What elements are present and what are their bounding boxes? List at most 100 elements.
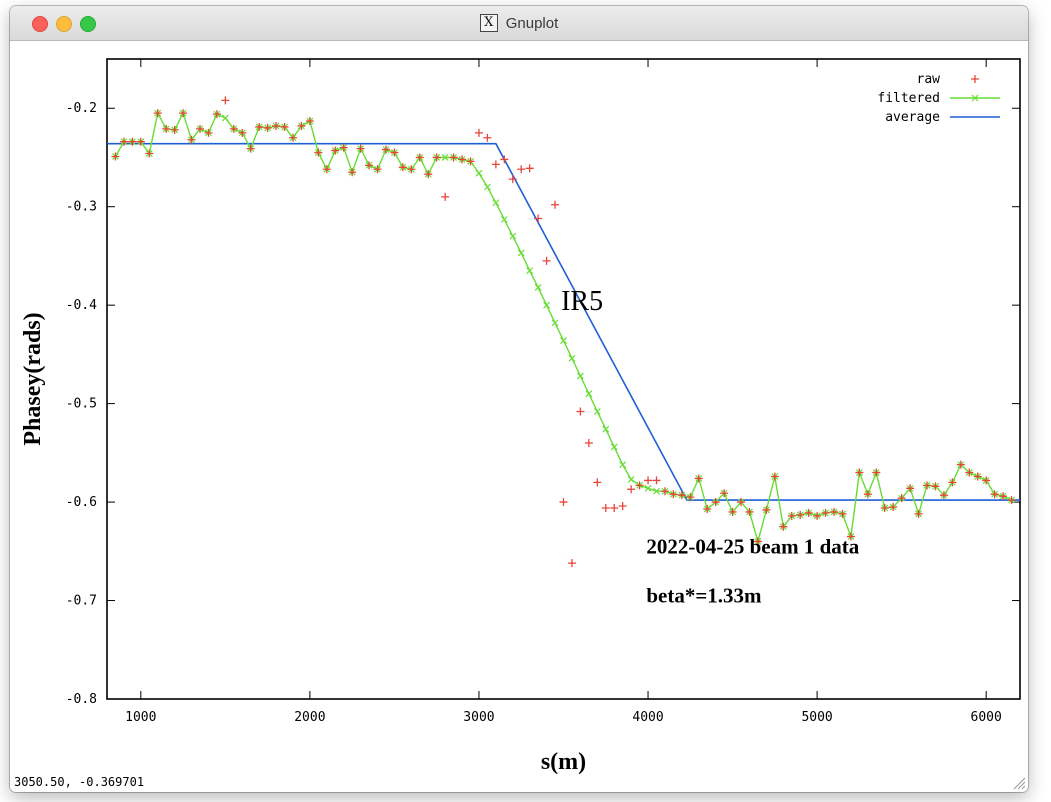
raw-point [542, 256, 551, 265]
raw-point [221, 96, 230, 105]
raw-point [297, 121, 306, 130]
filtered-point [475, 169, 483, 177]
filtered-point [619, 461, 627, 469]
legend-label: filtered [877, 91, 940, 106]
filtered-point [551, 319, 559, 327]
raw-point [728, 507, 737, 516]
raw-point [517, 165, 526, 174]
raw-point [644, 476, 653, 485]
raw-point [737, 498, 746, 507]
window-title: Gnuplot [505, 14, 559, 32]
window-title-wrap: X Gnuplot [10, 6, 1028, 40]
raw-point [170, 125, 179, 134]
raw-point [593, 478, 602, 487]
raw-point [787, 511, 796, 520]
close-button[interactable] [32, 16, 48, 32]
raw-point [398, 163, 407, 172]
raw-point [990, 490, 999, 499]
raw-point [686, 493, 695, 502]
filtered-point [627, 476, 635, 483]
filtered-point [441, 154, 449, 161]
annotation-text: IR5 [561, 286, 603, 317]
x-tick-label: 2000 [294, 710, 325, 725]
raw-point [322, 165, 331, 174]
filtered-point [517, 249, 525, 257]
raw-point [365, 161, 374, 170]
raw-point [483, 133, 492, 142]
x-tick-label: 5000 [801, 710, 832, 725]
raw-point [559, 498, 568, 507]
filtered-point [560, 337, 567, 345]
cursor-coordinates: 3050.50, -0.369701 [14, 775, 145, 789]
maximize-button[interactable] [80, 16, 96, 32]
raw-point [906, 484, 915, 493]
raw-point [145, 149, 154, 158]
raw-point [356, 144, 365, 153]
plot-area[interactable]: 1000 2000 3000 4000 5000 6000 -0.8 -0.7 -0.6 -0.5… [10, 41, 1028, 792]
raw-point [939, 491, 948, 500]
minimize-button[interactable] [56, 16, 72, 32]
raw-point [551, 200, 560, 209]
y-tick-label: -0.7 [66, 594, 97, 609]
raw-point [584, 439, 593, 447]
legend-swatch-filtered-marker [971, 94, 979, 102]
raw-point [432, 153, 441, 162]
title-bar[interactable]: X Gnuplot [10, 6, 1028, 41]
raw-point [179, 109, 188, 118]
raw-point [508, 175, 517, 184]
raw-point [567, 559, 576, 568]
raw-point [500, 155, 509, 164]
raw-point [872, 468, 881, 477]
phase-chart[interactable]: 1000 2000 3000 4000 5000 6000 -0.8 -0.7 -0.6 -0.5… [10, 41, 1028, 792]
filtered-point [526, 267, 534, 275]
x-tick-label: 4000 [632, 710, 663, 725]
raw-point [525, 164, 534, 173]
raw-point [305, 117, 314, 126]
y-tick-label: -0.5 [66, 397, 97, 412]
raw-point [948, 478, 957, 487]
y-tick-label: -0.2 [66, 101, 97, 116]
raw-point [424, 170, 433, 179]
raw-point [753, 537, 762, 546]
raw-point [745, 507, 754, 516]
raw-point [618, 502, 627, 511]
y-tick-label: -0.6 [66, 495, 97, 510]
raw-point [863, 490, 872, 499]
raw-point [119, 137, 128, 146]
raw-point [779, 522, 788, 531]
y-tick-label: -0.4 [66, 298, 97, 313]
filtered-point [543, 301, 551, 309]
raw-point [677, 491, 686, 500]
filtered-point [653, 487, 660, 495]
raw-point [449, 153, 458, 162]
raw-point [111, 152, 120, 161]
raw-point [660, 487, 669, 496]
raw-point [229, 124, 238, 133]
raw-point [576, 407, 585, 416]
filtered-point [509, 232, 517, 240]
filtered-point [610, 443, 618, 451]
raw-point [390, 148, 399, 157]
raw-point [187, 135, 196, 144]
raw-point [204, 128, 213, 137]
raw-point [999, 492, 1008, 501]
annotation-text: 2022-04-25 beam 1 data [646, 534, 859, 558]
plot-frame [106, 58, 1021, 700]
raw-point [136, 137, 145, 146]
resize-grip-icon[interactable] [1012, 776, 1026, 790]
raw-point [441, 192, 450, 201]
filtered-point [534, 284, 542, 291]
raw-point [813, 511, 822, 520]
plot-series-group [107, 96, 1020, 568]
raw-point [711, 498, 720, 507]
raw-point [830, 507, 839, 516]
raw-point [846, 532, 855, 541]
raw-point [635, 481, 644, 490]
raw-point [272, 121, 281, 130]
raw-point [720, 489, 729, 498]
filtered-point [492, 199, 500, 207]
y-tick-label: -0.8 [66, 692, 97, 707]
filtered-point [644, 484, 652, 492]
x-tick-label: 6000 [971, 710, 1002, 725]
filtered-point [500, 216, 508, 223]
